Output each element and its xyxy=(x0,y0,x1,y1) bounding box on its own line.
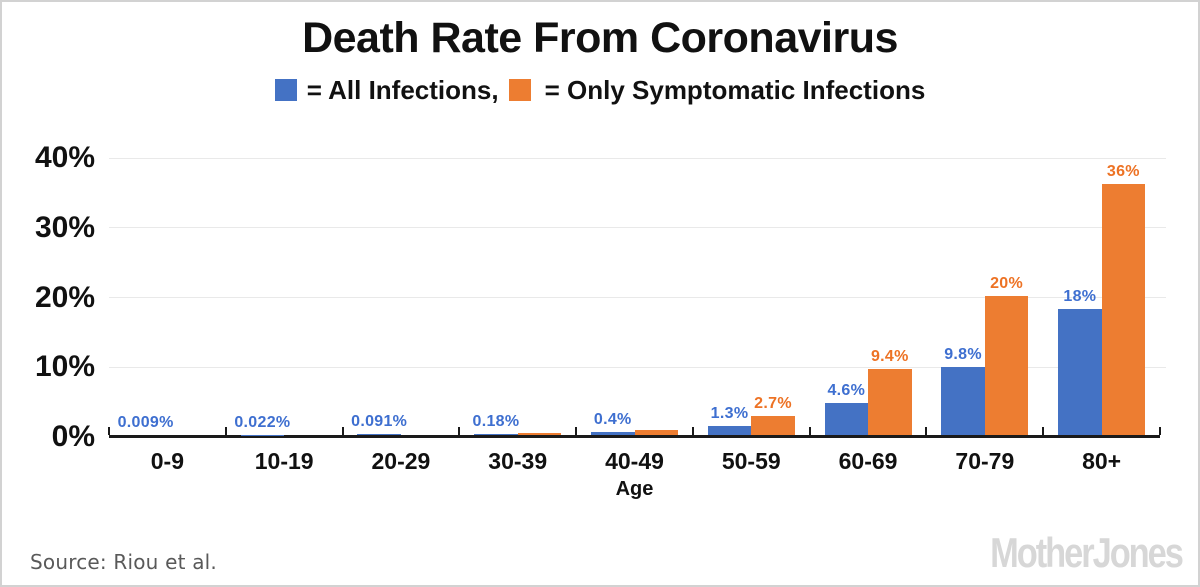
bar-symptomatic-50-59 xyxy=(751,416,795,435)
value-label-symptomatic-50-59: 2.7% xyxy=(754,395,792,413)
gridline xyxy=(109,227,1166,229)
bar-symptomatic-80+ xyxy=(1101,183,1146,435)
bar-symptomatic-40-49 xyxy=(634,429,678,435)
axis-tick-mark xyxy=(458,427,461,435)
x-axis-title: Age xyxy=(615,478,654,500)
value-label-symptomatic-70-79: 20% xyxy=(990,274,1024,292)
x-tick-label-60-69: 60-69 xyxy=(838,448,898,474)
bar-symptomatic-60-69 xyxy=(868,369,912,435)
y-axis-tick-label: 20% xyxy=(34,280,95,314)
legend-label-all-infections: = All Infections, xyxy=(306,75,499,105)
bar-all-infections-40-49 xyxy=(591,432,635,435)
x-tick-label-80+: 80+ xyxy=(1082,448,1122,474)
axis-tick-mark xyxy=(1042,427,1045,435)
gridline xyxy=(109,157,1166,159)
bar-all-infections-30-39 xyxy=(474,433,518,435)
value-label-all-infections-10-19: 0.022% xyxy=(234,413,291,431)
axis-tick-mark xyxy=(925,427,928,435)
value-label-symptomatic-60-69: 9.4% xyxy=(870,348,909,366)
value-label-all-infections-0-9: 0.009% xyxy=(117,413,174,431)
chart-legend: = All Infections, = Only Symptomatic Inf… xyxy=(2,76,1198,104)
value-label-all-infections-30-39: 0.18% xyxy=(472,412,520,430)
x-axis-line xyxy=(109,435,1160,438)
legend-label-symptomatic: = Only Symptomatic Infections xyxy=(544,75,926,105)
legend-swatch-all-infections xyxy=(274,79,297,101)
bar-symptomatic-70-79 xyxy=(984,295,1029,435)
value-label-all-infections-60-69: 4.6% xyxy=(827,381,866,399)
axis-tick-mark xyxy=(1159,427,1161,435)
x-tick-label-20-29: 20-29 xyxy=(371,448,431,474)
gridline xyxy=(109,366,1166,368)
axis-tick-mark xyxy=(224,427,227,435)
x-tick-label-0-9: 0-9 xyxy=(150,448,184,474)
y-axis-tick-label: 40% xyxy=(34,141,95,174)
chart-title: Death Rate From Coronavirus xyxy=(302,14,898,62)
gridline xyxy=(109,297,1166,298)
source-note: Source: Riou et al. xyxy=(30,550,217,574)
value-label-symptomatic-80+: 36% xyxy=(1106,162,1140,180)
axis-tick-mark xyxy=(691,427,694,435)
bar-all-infections-70-79 xyxy=(941,366,985,435)
y-axis-tick-label: 30% xyxy=(34,210,95,244)
x-tick-label-10-19: 10-19 xyxy=(254,448,314,474)
axis-tick-mark xyxy=(341,427,344,435)
x-tick-label-70-79: 70-79 xyxy=(955,448,1015,474)
axis-tick-mark xyxy=(575,427,578,435)
bar-all-infections-80+ xyxy=(1058,309,1102,435)
bar-all-infections-50-59 xyxy=(707,425,752,435)
y-axis-tick-label: 0% xyxy=(51,420,95,453)
value-label-all-infections-20-29: 0.091% xyxy=(351,413,408,431)
x-tick-label-50-59: 50-59 xyxy=(721,448,781,474)
value-label-all-infections-40-49: 0.4% xyxy=(593,411,632,429)
y-axis-tick-label: 10% xyxy=(34,350,95,384)
bar-all-infections-60-69 xyxy=(824,402,869,435)
x-tick-label-30-39: 30-39 xyxy=(488,448,548,474)
value-label-all-infections-50-59: 1.3% xyxy=(710,404,749,422)
x-tick-label-40-49: 40-49 xyxy=(605,448,664,474)
bar-all-infections-20-29 xyxy=(357,434,401,435)
axis-tick-mark xyxy=(808,427,811,435)
bar-symptomatic-30-39 xyxy=(517,432,562,435)
axis-tick-mark xyxy=(108,427,110,435)
motherjones-logo: MotherJones xyxy=(990,529,1184,576)
legend-swatch-symptomatic xyxy=(508,79,531,101)
value-label-all-infections-70-79: 9.8% xyxy=(944,345,982,363)
value-label-all-infections-80+: 18% xyxy=(1063,288,1097,306)
